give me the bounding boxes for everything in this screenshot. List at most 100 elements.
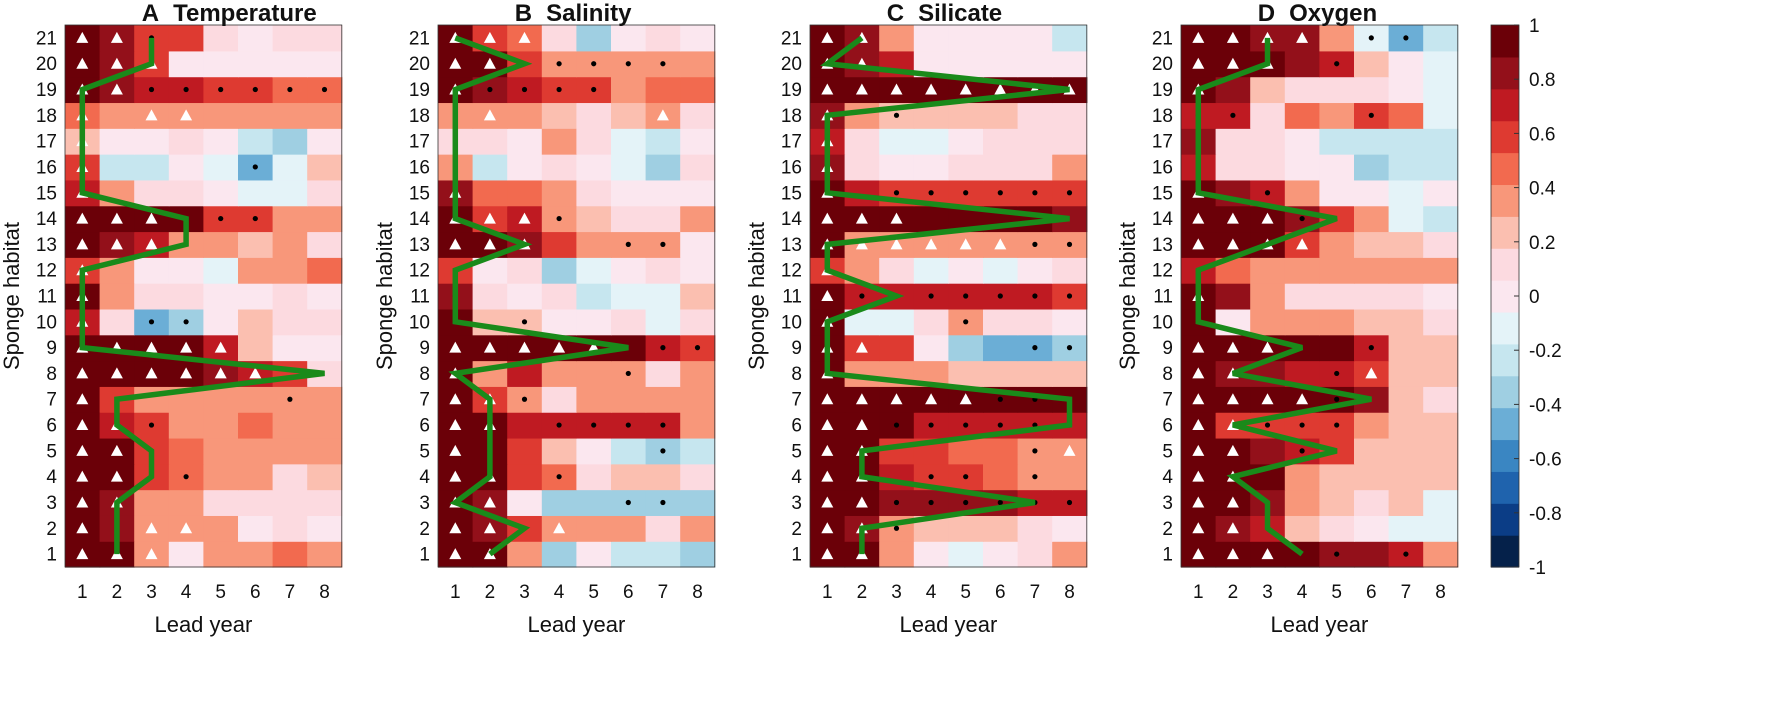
significance-triangle bbox=[483, 31, 496, 43]
heatmap-cell bbox=[879, 25, 915, 52]
heatmap-cell bbox=[1354, 128, 1390, 155]
significance-dot bbox=[252, 164, 258, 170]
heatmap-cell bbox=[541, 308, 577, 336]
significance-dot bbox=[893, 525, 900, 531]
heatmap-cell bbox=[1017, 257, 1053, 284]
y-tick-label: 1 bbox=[1162, 545, 1173, 566]
heatmap-cell bbox=[541, 154, 577, 181]
heatmap-cell bbox=[680, 257, 716, 284]
heatmap-cell bbox=[203, 437, 239, 465]
heatmap-cell bbox=[1423, 489, 1459, 516]
heatmap-cell bbox=[576, 25, 612, 52]
heatmap-cell bbox=[541, 102, 577, 129]
y-tick-label: 10 bbox=[781, 312, 802, 333]
significance-dot bbox=[1299, 448, 1305, 454]
heatmap-cell bbox=[507, 412, 543, 439]
heatmap-cell bbox=[680, 360, 716, 387]
significance-dot bbox=[1032, 345, 1038, 351]
y-axis-label: Sponge habitat bbox=[744, 222, 769, 370]
heatmap-cell bbox=[541, 360, 577, 387]
heatmap-cell bbox=[168, 257, 204, 284]
colorbar-tick-label: -1 bbox=[1529, 558, 1546, 579]
heatmap-cell bbox=[272, 102, 308, 129]
heatmap-cell bbox=[1319, 25, 1355, 52]
heatmap-cell bbox=[168, 50, 204, 78]
significance-dot bbox=[997, 422, 1003, 428]
significance-triangle bbox=[821, 212, 834, 224]
significance-dot bbox=[591, 422, 597, 428]
heatmap-cell bbox=[645, 76, 681, 104]
heatmap-cell bbox=[1354, 50, 1390, 78]
significance-triangle bbox=[553, 341, 566, 353]
heatmap-cell bbox=[1388, 283, 1424, 310]
significance-dot bbox=[591, 86, 597, 93]
heatmap-cell bbox=[203, 25, 239, 52]
heatmap-cell bbox=[1388, 463, 1424, 491]
significance-dot bbox=[694, 345, 701, 351]
y-tick-label: 15 bbox=[409, 183, 430, 204]
significance-dot bbox=[148, 86, 155, 93]
best-lead-line bbox=[1195, 37, 1372, 557]
heatmap-cell bbox=[272, 515, 308, 542]
x-tick-label: 7 bbox=[658, 582, 669, 603]
colorbar-tick-label: -0.8 bbox=[1529, 504, 1562, 525]
significance-triangle bbox=[1192, 238, 1205, 250]
heatmap-cell bbox=[272, 334, 308, 362]
significance-triangle bbox=[821, 393, 834, 405]
heatmap-cell bbox=[645, 179, 681, 207]
significance-triangle bbox=[1365, 367, 1378, 379]
significance-dot bbox=[218, 215, 224, 222]
significance-triangle bbox=[890, 83, 903, 95]
heatmap-cell bbox=[576, 360, 612, 387]
x-tick-label: 7 bbox=[1030, 582, 1041, 603]
colorbar-segment bbox=[1491, 248, 1519, 281]
heatmap-cell bbox=[1423, 283, 1459, 310]
y-tick-label: 3 bbox=[1162, 493, 1173, 514]
heatmap-cell bbox=[1052, 102, 1088, 129]
heatmap-cell bbox=[611, 76, 647, 104]
significance-triangle bbox=[449, 393, 462, 405]
heatmap-cell bbox=[948, 437, 984, 465]
heatmap-cell bbox=[168, 489, 204, 516]
heatmap-cell bbox=[680, 205, 716, 233]
heatmap-cell bbox=[576, 102, 612, 129]
heatmap-cell bbox=[1354, 231, 1390, 258]
heatmap-cell bbox=[1215, 283, 1251, 310]
heatmap-cell bbox=[307, 412, 343, 439]
heatmap-cell bbox=[168, 541, 204, 568]
significance-triangle bbox=[821, 548, 834, 560]
heatmap-cell bbox=[1284, 283, 1320, 310]
heatmap-cell bbox=[1017, 515, 1053, 542]
heatmap-cell bbox=[203, 489, 239, 516]
y-tick-label: 2 bbox=[791, 519, 802, 540]
heatmap-cell bbox=[1319, 154, 1355, 181]
heatmap-cell bbox=[307, 231, 343, 258]
heatmap-cell bbox=[1354, 515, 1390, 542]
significance-triangle bbox=[483, 341, 496, 353]
heatmap-cell bbox=[541, 541, 577, 568]
heatmap-cell bbox=[576, 308, 612, 336]
significance-triangle bbox=[214, 367, 227, 379]
significance-triangle bbox=[1226, 548, 1239, 560]
heatmap-cell bbox=[1423, 308, 1459, 336]
heatmap-cell bbox=[203, 50, 239, 78]
best-lead-line bbox=[820, 35, 1073, 555]
x-tick-label: 1 bbox=[77, 582, 88, 603]
significance-dot bbox=[1032, 422, 1038, 428]
significance-dot bbox=[859, 293, 865, 299]
colorbar-tick-label: -0.6 bbox=[1529, 450, 1562, 471]
significance-dot bbox=[997, 190, 1003, 196]
y-tick-label: 4 bbox=[1162, 467, 1173, 488]
heatmap-cell bbox=[1423, 102, 1459, 129]
heatmap-cell bbox=[1284, 463, 1320, 491]
significance-dot bbox=[928, 499, 934, 506]
heatmap-cell bbox=[1423, 257, 1459, 284]
heatmap-cell bbox=[507, 283, 543, 310]
heatmap-cell bbox=[134, 128, 170, 155]
significance-triangle bbox=[959, 238, 972, 250]
significance-triangle bbox=[110, 470, 123, 482]
y-tick-label: 11 bbox=[37, 287, 57, 308]
x-tick-label: 3 bbox=[146, 582, 157, 603]
heatmap-cell bbox=[879, 257, 915, 284]
